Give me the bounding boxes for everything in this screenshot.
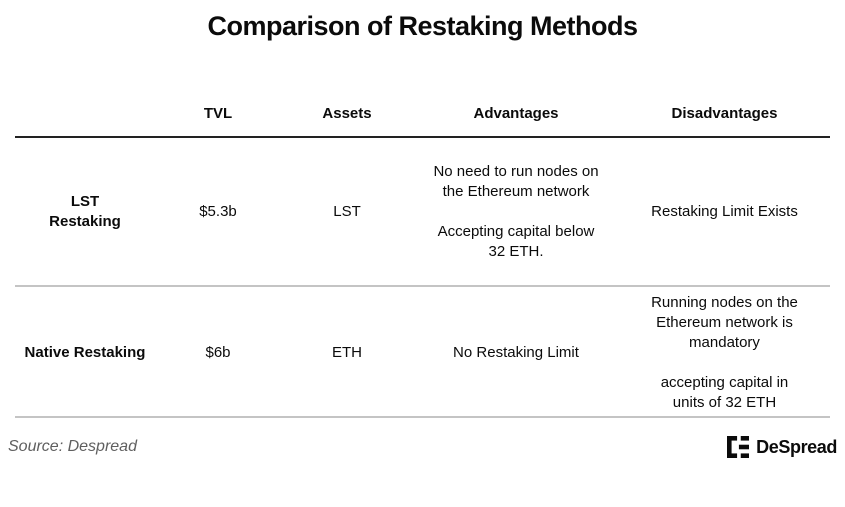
page-title: Comparison of Restaking Methods [207,11,638,41]
table-row-native-restaking: Native Restaking $6b ETH No Restaking Li… [15,287,830,418]
method-cell: Native Restaking [24,344,146,361]
column-header-disadvantages: Disadvantages [671,105,778,122]
source-caption: Source: Despread [8,438,137,455]
tvl-cell: $5.3b [199,202,237,220]
assets-cell: ETH [332,344,362,361]
column-header-advantages: Advantages [473,105,559,122]
column-header-assets: Assets [322,105,372,122]
column-header-tvl: TVL [203,105,233,122]
tvl-cell: $6b [205,344,231,361]
table-header-row: TVL Assets Advantages Disadvantages [15,42,830,138]
assets-cell: LST [333,202,361,220]
brand-logo: DeSpread [727,436,837,458]
disadvantages-cell: Restaking Limit Exists [651,202,798,220]
brand-name: DeSpread [756,436,837,457]
column-header-empty [15,122,155,136]
despread-logo-icon [727,436,750,458]
advantages-cell: No need to run nodes on the Ethereum net… [433,162,599,260]
comparison-table: TVL Assets Advantages Disadvantages LST … [15,42,830,418]
footer: Source: Despread DeSpread [8,436,837,458]
disadvantages-cell: Running nodes on the Ethereum network is… [651,294,798,411]
method-cell: LST Restaking [49,192,121,230]
table-row-lst-restaking: LST Restaking $5.3b LST No need to run n… [15,138,830,287]
advantages-cell: No Restaking Limit [453,344,579,361]
